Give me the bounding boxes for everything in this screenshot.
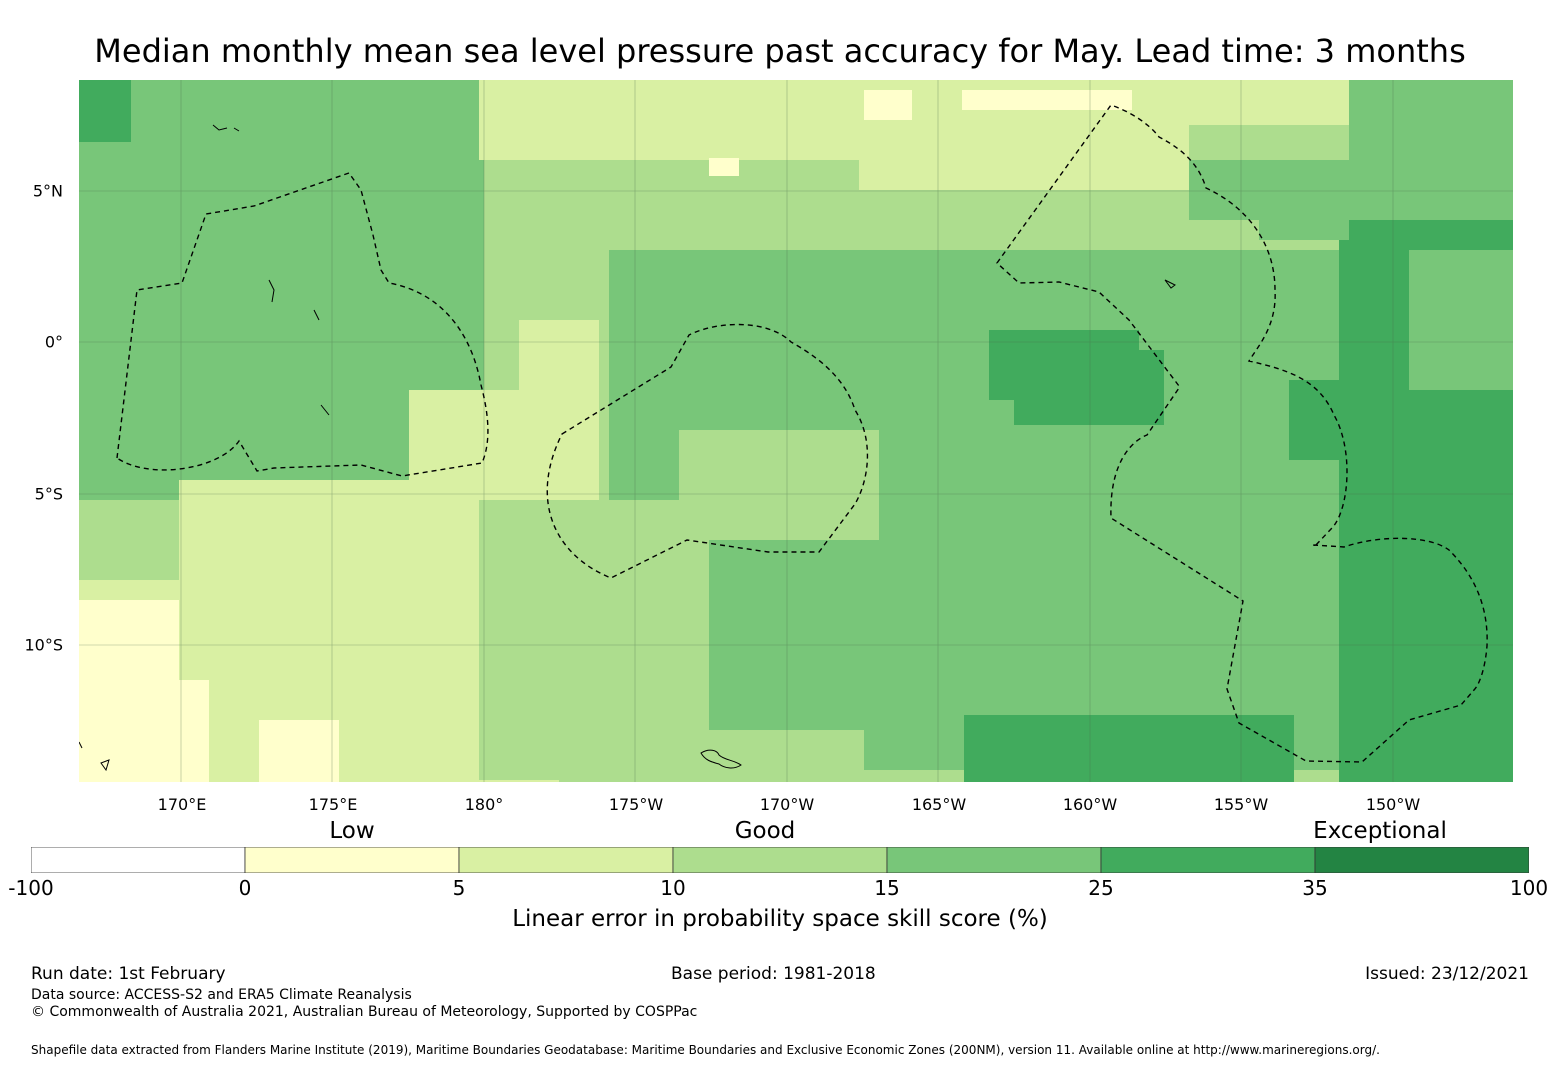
lon-label: 155°W <box>1213 795 1269 814</box>
copyright: © Commonwealth of Australia 2021, Austra… <box>31 1004 698 1020</box>
run-date: Run date: 1st February <box>31 964 226 984</box>
colorbar-segment <box>31 847 246 873</box>
lon-label: 180° <box>464 795 504 814</box>
lon-label: 175°E <box>308 795 358 814</box>
colorbar-tick: 10 <box>660 876 686 900</box>
colorbar-tick: -100 <box>8 876 54 900</box>
island-outline <box>212 124 240 132</box>
colorbar-tick: 100 <box>1509 876 1549 900</box>
lat-label: 5°S <box>34 484 63 504</box>
colorbar-segment <box>244 847 460 873</box>
data-source: Data source: ACCESS-S2 and ERA5 Climate … <box>31 987 412 1003</box>
island-outline <box>700 749 742 769</box>
lat-label: 10°S <box>24 635 63 655</box>
skill-region <box>479 500 709 780</box>
island-outline <box>1164 279 1176 289</box>
chart-title: Median monthly mean sea level pressure p… <box>94 32 1466 70</box>
skill-region <box>864 90 912 120</box>
colorbar-segment <box>1100 847 1316 873</box>
colorbar-segment <box>458 847 674 873</box>
map-cells-layer <box>79 80 1513 782</box>
skill-region <box>1379 500 1459 730</box>
skill-region <box>109 680 209 782</box>
colorbar-tick: 15 <box>874 876 900 900</box>
colorbar-tick: 35 <box>1302 876 1328 900</box>
category-low: Low <box>329 818 375 844</box>
skill-region <box>1409 250 1513 390</box>
lat-label: 5°N <box>32 181 63 201</box>
issued-date: Issued: 23/12/2021 <box>1365 964 1529 984</box>
skill-region <box>79 80 131 142</box>
island-outline <box>268 279 330 416</box>
eez-boundary-gilbert <box>116 172 489 477</box>
island-outline <box>79 741 110 772</box>
skill-map[interactable] <box>79 80 1513 782</box>
colorbar-segment <box>1314 847 1529 873</box>
skill-region <box>1014 350 1164 425</box>
lon-label: 170°E <box>157 795 207 814</box>
skill-region <box>259 720 339 782</box>
lon-label: 150°W <box>1365 795 1421 814</box>
lon-label: 165°W <box>911 795 967 814</box>
category-good: Good <box>734 818 796 844</box>
colorbar-label: Linear error in probability space skill … <box>512 906 1048 932</box>
colorbar-segment <box>886 847 1102 873</box>
shapefile-credit: Shapefile data extracted from Flanders M… <box>31 1043 1380 1057</box>
lat-label: 0° <box>44 332 63 352</box>
lon-label: 170°W <box>759 795 815 814</box>
skill-region <box>964 715 1294 782</box>
colorbar-segment <box>672 847 888 873</box>
colorbar-tick: 5 <box>452 876 466 900</box>
skill-region <box>1259 180 1349 240</box>
base-period: Base period: 1981-2018 <box>671 964 876 984</box>
lon-label: 175°W <box>608 795 664 814</box>
skill-region <box>1349 80 1513 210</box>
colorbar-tick: 25 <box>1088 876 1114 900</box>
skill-region <box>689 730 864 782</box>
skill-region <box>962 90 1132 110</box>
colorbar-tick: 0 <box>238 876 252 900</box>
category-exceptional: Exceptional <box>1313 818 1447 844</box>
skill-region <box>479 80 859 160</box>
colorbar <box>31 847 1529 873</box>
graticule-lines <box>79 80 1513 782</box>
lon-label: 160°W <box>1062 795 1118 814</box>
skill-region <box>1289 380 1349 460</box>
eez-boundary-phoenix <box>546 323 869 579</box>
eez-boundary-line <box>996 104 1488 763</box>
skill-region <box>679 430 879 540</box>
skill-region <box>709 158 739 176</box>
